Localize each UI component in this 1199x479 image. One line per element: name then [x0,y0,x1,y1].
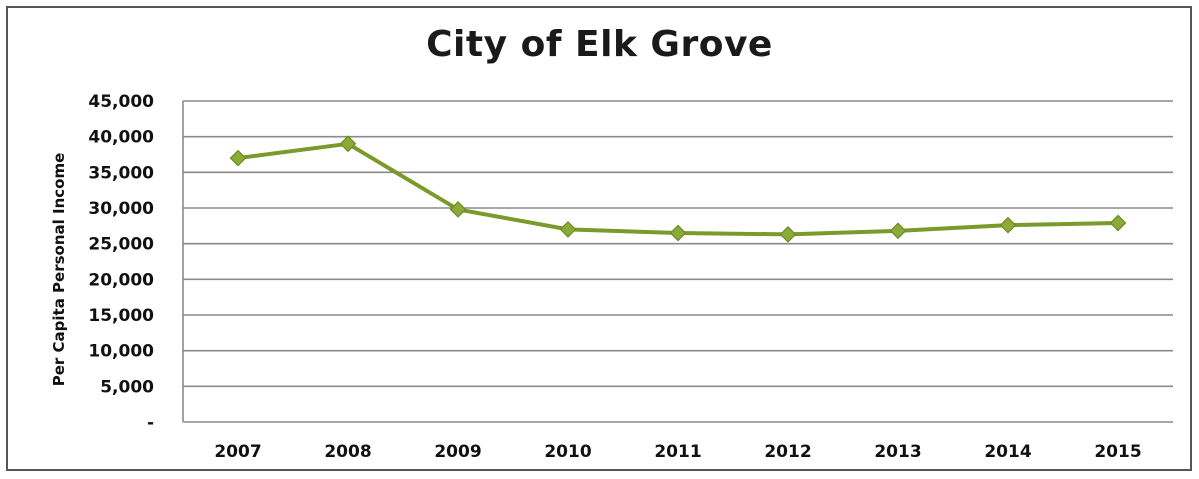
data-point-marker [559,221,577,238]
chart-frame [6,6,1192,471]
x-tick-labels: 2007 2008 2009 2010 2011 2012 2013 2014 2015 [214,442,1141,462]
y-tick-label: 40,000 [88,128,154,148]
x-tick-label: 2008 [324,442,371,462]
y-tick-label: 20,000 [88,270,154,290]
x-tick-label: 2010 [544,442,591,462]
y-tick-labels: - 5,000 10,000 15,000 20,000 25,000 30,000 35,0… [88,92,154,433]
x-tick-label: 2009 [434,442,481,462]
data-point-marker [669,224,687,242]
series-line [236,141,1120,237]
x-tick-label: 2012 [764,442,811,462]
y-tick-label: - [147,413,154,433]
data-point-marker [229,149,247,167]
data-point-marker [449,201,467,218]
y-tick-label: 35,000 [88,163,154,183]
data-point-marker [999,216,1017,234]
chart-title: City of Elk Grove [426,24,773,65]
y-axis-title: Per Capita Personal Income [50,153,68,387]
data-point-marker [1109,214,1127,232]
x-tick-label: 2014 [984,442,1031,462]
y-tick-label: 30,000 [88,199,154,219]
y-tick-label: 10,000 [88,342,154,362]
series [236,141,1120,237]
x-tick-label: 2013 [874,442,921,462]
grid-lines [183,100,1173,388]
y-tick-label: 15,000 [88,306,154,326]
x-tick-label: 2015 [1094,442,1141,462]
y-tick-label: 45,000 [88,92,154,112]
data-point-marker [889,222,907,240]
axes [182,101,1173,423]
x-tick-label: 2011 [654,442,701,462]
y-tick-label: 25,000 [88,235,154,255]
y-tick-label: 5,000 [100,377,154,397]
data-point-marker [779,226,797,243]
x-tick-label: 2007 [214,442,261,462]
markers [229,135,1127,243]
data-point-marker [339,135,357,153]
